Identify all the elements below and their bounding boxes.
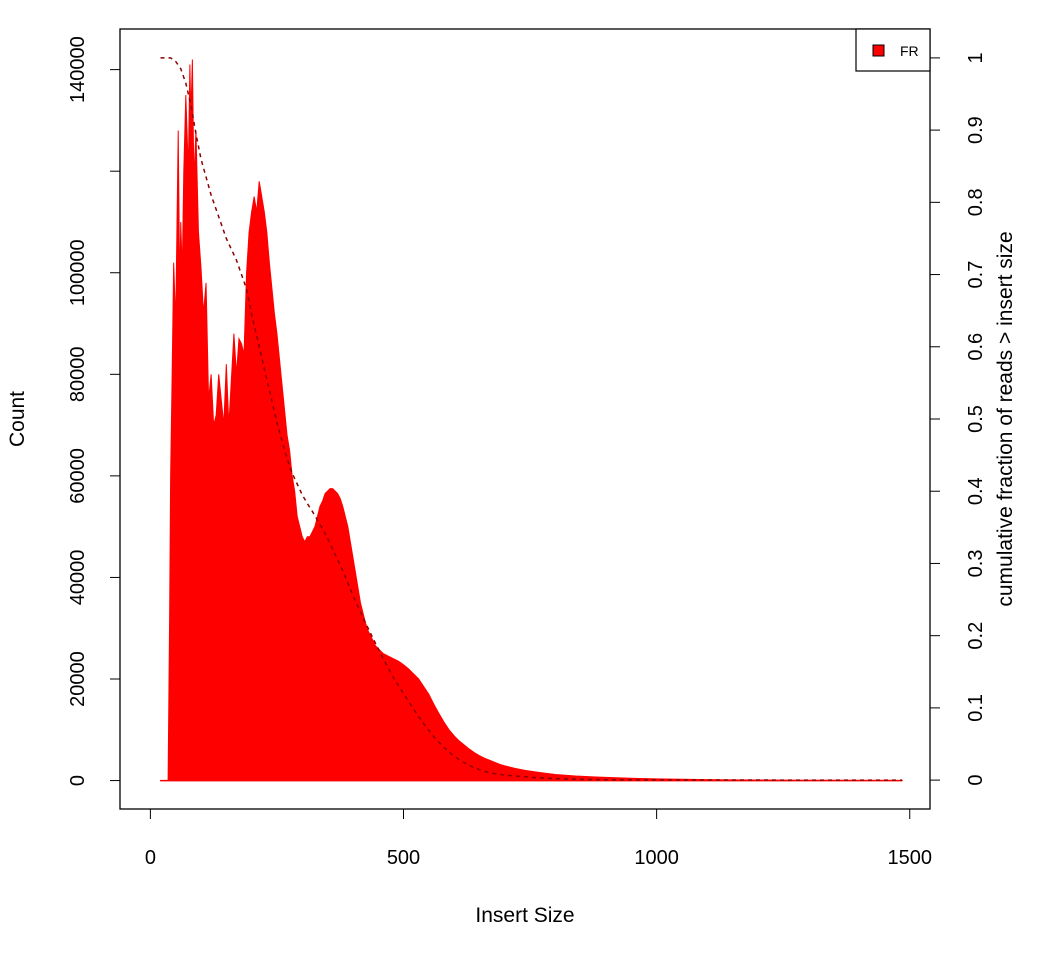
y-right-tick-label: 0.3 xyxy=(965,550,987,578)
y-right-tick-label: 1 xyxy=(965,52,987,63)
x-tick-label: 1500 xyxy=(888,847,933,869)
y-tick-label: 80000 xyxy=(67,347,89,403)
y-right-tick-label: 0.9 xyxy=(965,116,987,144)
x-axis: 0 500 1000 1500 xyxy=(145,808,933,869)
plot-box xyxy=(119,28,931,810)
y-tick-label: 0 xyxy=(67,775,89,786)
y-right-tick-label: 0.8 xyxy=(965,188,987,216)
x-tick-label: 500 xyxy=(387,847,420,869)
y-right-tick-label: 0.1 xyxy=(965,694,987,722)
y-tick-label: 140000 xyxy=(67,36,89,103)
y-axis-right-title: cumulative fraction of reads > insert si… xyxy=(994,231,1017,606)
y-tick-label: 100000 xyxy=(67,239,89,306)
histogram-series-fr xyxy=(160,59,903,782)
y-axis-right: 0 0.1 0.2 0.3 0.4 0.5 0.6 0.7 0.8 0.9 1 xyxy=(929,52,987,786)
y-tick-label: 60000 xyxy=(67,448,89,504)
y-right-tick-label: 0.7 xyxy=(965,261,987,289)
histogram-layer xyxy=(160,59,903,782)
legend: FR xyxy=(855,28,931,72)
x-axis-title: Insert Size xyxy=(475,904,574,927)
x-tick-label: 0 xyxy=(145,847,156,869)
legend-box xyxy=(855,28,931,72)
y-right-tick-label: 0.6 xyxy=(965,333,987,361)
x-tick-label: 1000 xyxy=(634,847,679,869)
y-right-tick-label: 0.4 xyxy=(965,477,987,505)
legend-label: FR xyxy=(900,43,919,59)
y-axis-title: Count xyxy=(6,391,29,447)
legend-swatch xyxy=(872,44,885,57)
y-right-tick-label: 0.5 xyxy=(965,405,987,433)
y-right-tick-label: 0.2 xyxy=(965,622,987,650)
y-tick-label: 40000 xyxy=(67,550,89,606)
cumulative-layer xyxy=(160,57,903,781)
y-right-tick-label: 0 xyxy=(965,775,987,786)
cumulative-line xyxy=(160,57,903,781)
y-tick-label: 20000 xyxy=(67,651,89,707)
y-axis-left: 0 20000 40000 60000 80000 100000 140000 xyxy=(67,36,121,786)
